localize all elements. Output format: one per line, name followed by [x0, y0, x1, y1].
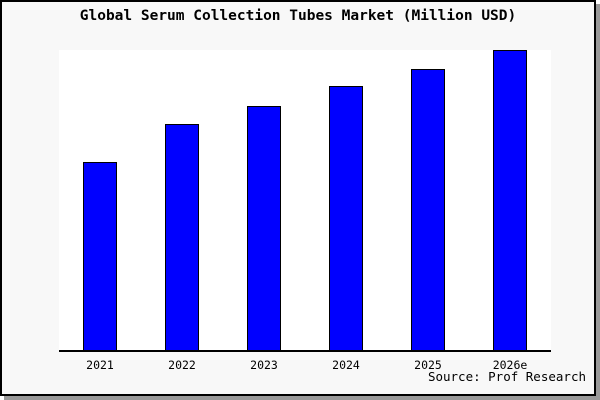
x-tick-label-2021: 2021	[86, 358, 114, 372]
bar-2025	[411, 69, 445, 350]
x-tick-label-2023: 2023	[250, 358, 278, 372]
bar-2021	[83, 162, 117, 350]
bar-2024	[329, 86, 363, 350]
bar-2022	[165, 124, 199, 350]
x-axis-labels: 2021 2022 2023 2024 2025 2026e	[2, 358, 594, 372]
x-tick-label-2025: 2025	[414, 358, 442, 372]
bar-2026e	[493, 50, 527, 350]
chart-title: Global Serum Collection Tubes Market (Mi…	[79, 8, 517, 24]
x-tick-label-2024: 2024	[332, 358, 360, 372]
x-tick-label-2026e: 2026e	[492, 358, 528, 372]
plot-area	[59, 50, 551, 352]
source-note: Source: Prof Research	[427, 369, 586, 384]
bar-2023	[247, 106, 281, 350]
x-tick-label-2022: 2022	[168, 358, 196, 372]
